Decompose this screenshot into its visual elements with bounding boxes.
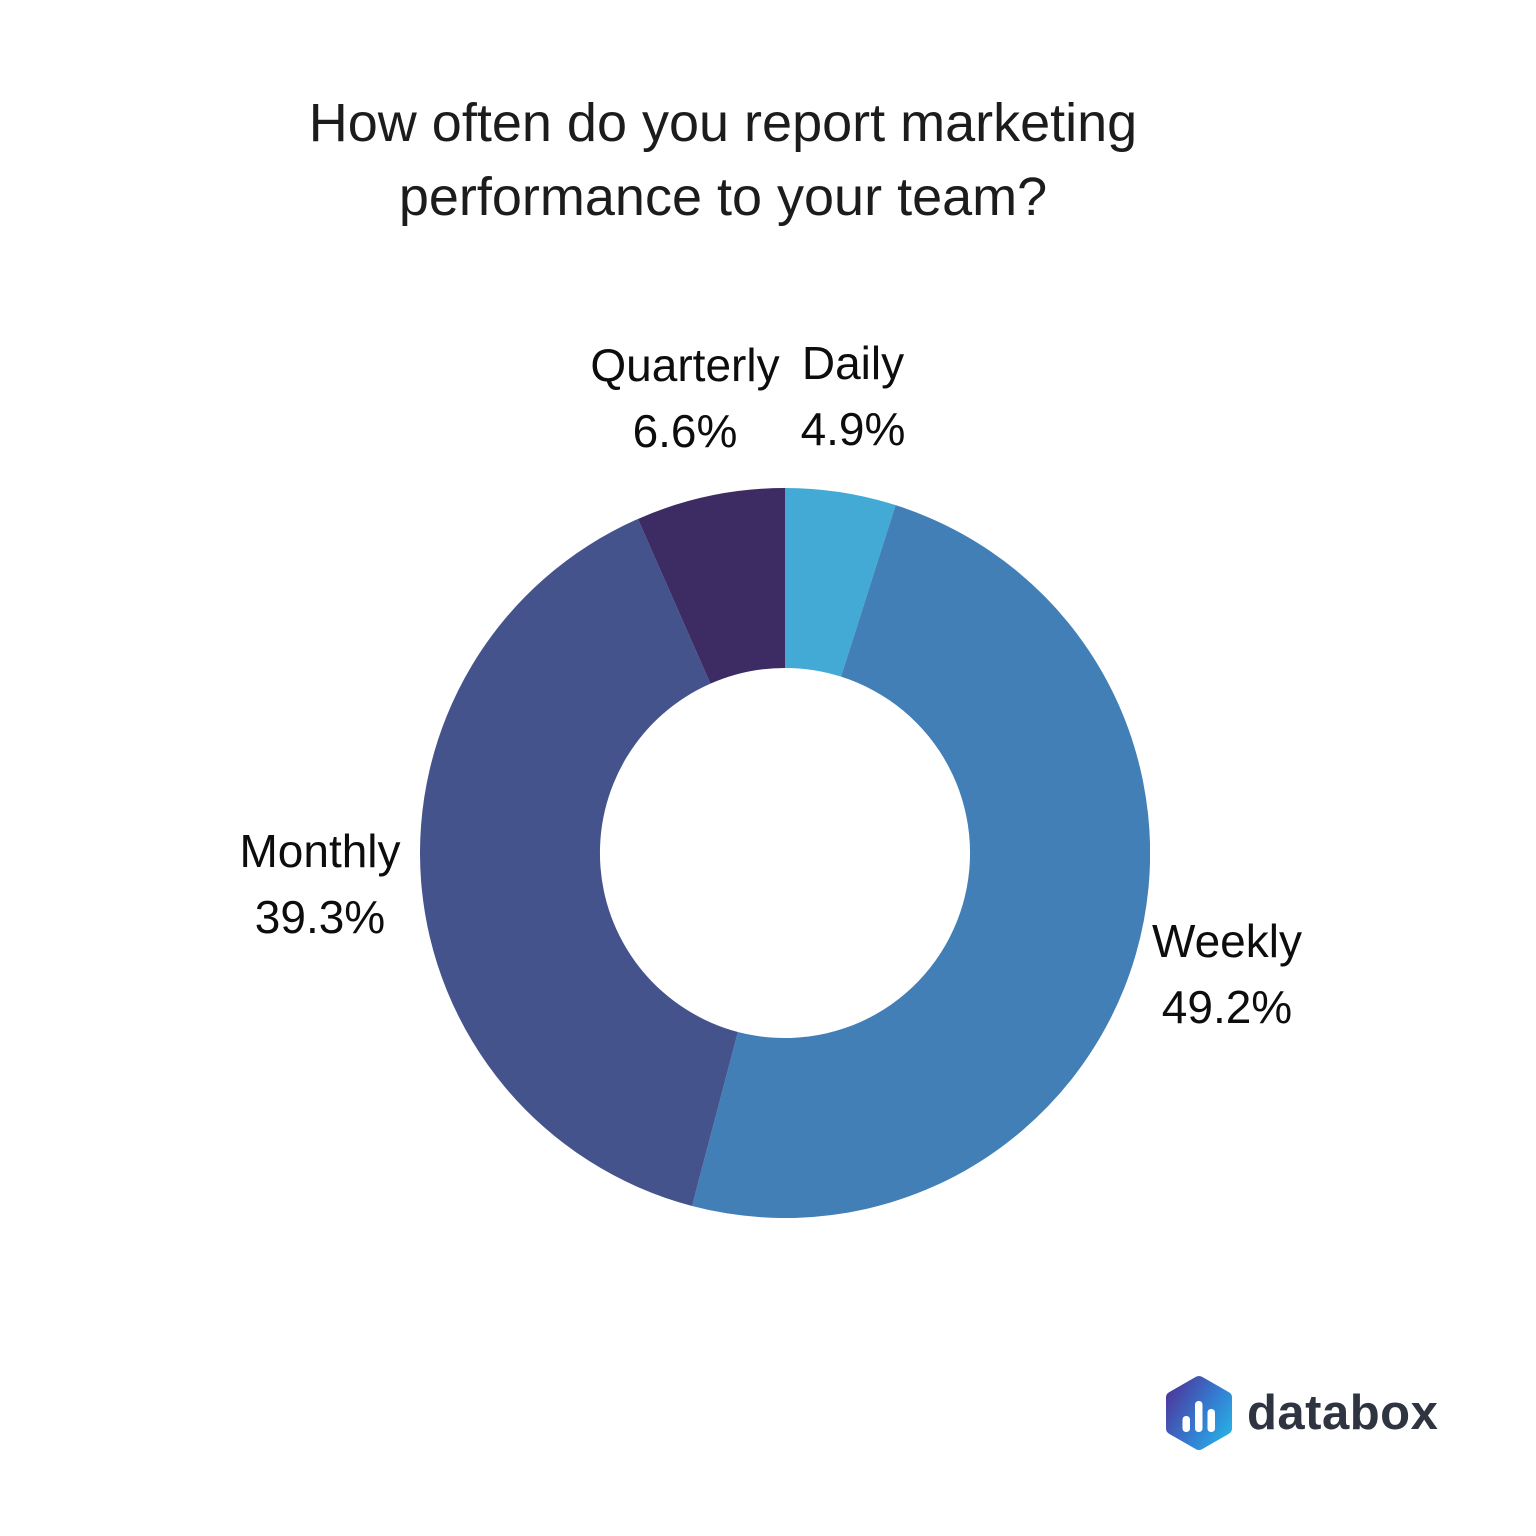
chart-title: How often do you report marketing perfor…: [308, 93, 1138, 227]
donut-slice-daily: [785, 488, 896, 677]
slice-label-quarterly: Quarterly 6.6%: [555, 332, 815, 464]
slice-label-value: 49.2%: [1161, 981, 1293, 1033]
slice-label-name: Quarterly: [590, 339, 780, 391]
donut-chart-svg: [419, 488, 1151, 1219]
donut-slice-weekly: [692, 505, 1151, 1219]
slice-label-value: 6.6%: [632, 405, 738, 457]
slice-label-name: Monthly: [239, 825, 401, 877]
slice-label-daily: Daily 4.9%: [763, 330, 943, 462]
donut-slice-monthly: [419, 518, 738, 1206]
donut-chart: [419, 488, 1151, 1219]
slice-label-monthly: Monthly 39.3%: [190, 818, 450, 950]
databox-wordmark: databox: [1247, 1386, 1439, 1440]
slice-label-value: 39.3%: [254, 891, 386, 943]
bar-chart-hexagon-icon: [1166, 1376, 1232, 1450]
slice-label-name: Weekly: [1152, 915, 1302, 967]
slice-label-value: 4.9%: [800, 403, 906, 455]
slice-label-name: Daily: [801, 337, 905, 389]
slice-label-weekly: Weekly 49.2%: [1097, 908, 1357, 1040]
databox-logo: databox: [1165, 1375, 1438, 1451]
donut-slice-quarterly: [637, 488, 785, 684]
